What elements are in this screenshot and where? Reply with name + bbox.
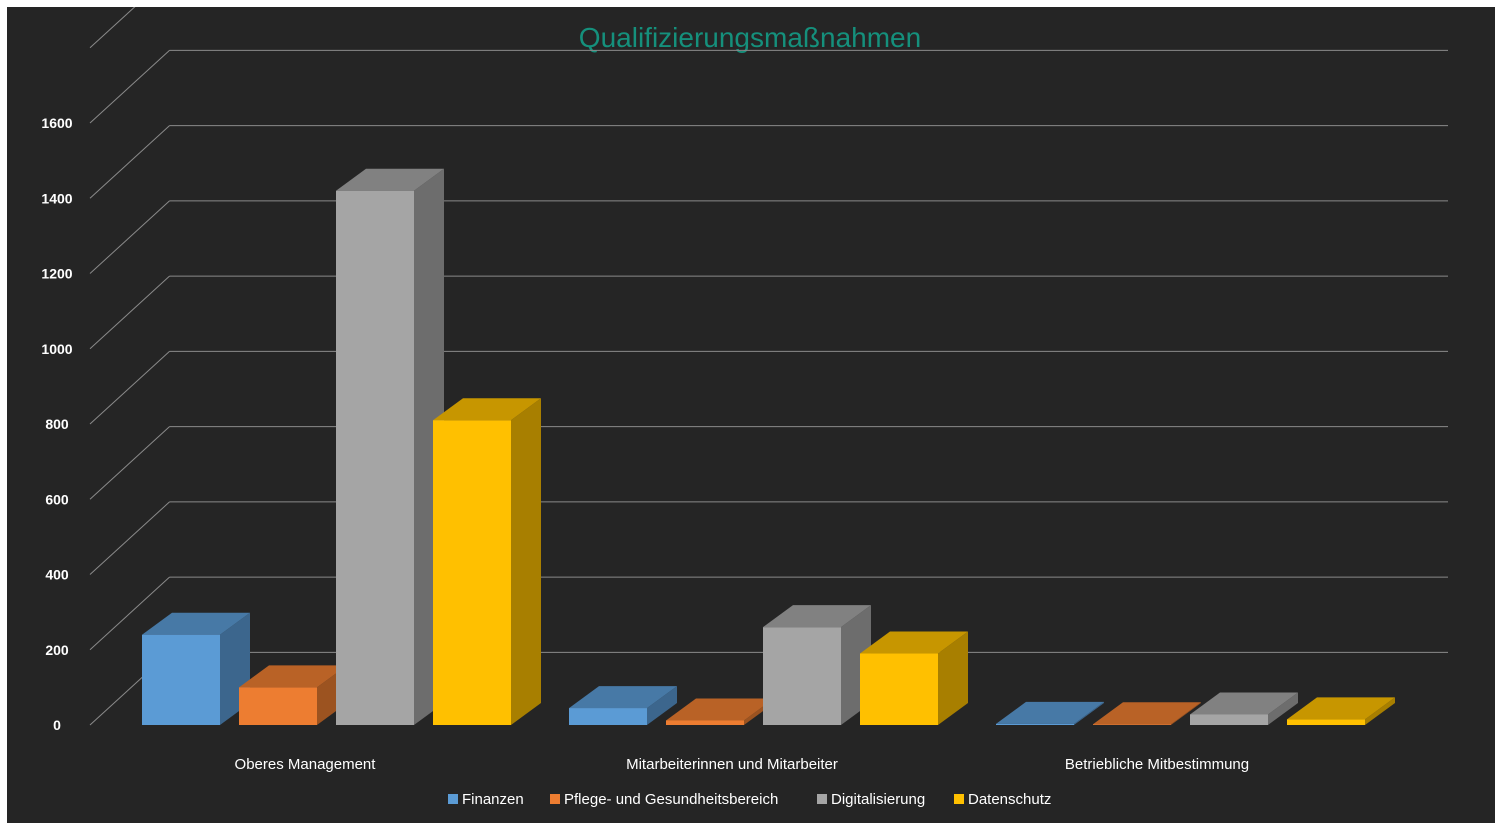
legend-label: Finanzen	[462, 791, 524, 808]
bar-front	[1190, 714, 1268, 725]
bar-oberes-management-0	[142, 612, 250, 725]
bar-top	[142, 612, 250, 635]
bar-front	[763, 627, 841, 725]
bar-mitarbeiterinnen-und-mitarbeiter-2	[763, 605, 871, 725]
y-tick-label: 1200	[41, 266, 72, 282]
y-axis-ticks: 0 200 400 600 800 1000 1200 1400 1600	[41, 115, 72, 733]
bar-oberes-management-3	[433, 398, 541, 725]
bar-top	[433, 398, 541, 421]
y-tick-label: 200	[45, 642, 69, 658]
bar-front	[569, 708, 647, 725]
bar-front	[1287, 719, 1365, 725]
bar-betriebliche-mitbestimmung-2	[1190, 692, 1298, 725]
bar-mitarbeiterinnen-und-mitarbeiter-3	[860, 631, 968, 725]
legend-item: Finanzen	[448, 791, 524, 808]
category-labels: Oberes Management Mitarbeiterinnen und Mi…	[235, 756, 1250, 773]
legend-label: Datenschutz	[968, 791, 1051, 808]
bar-top	[996, 701, 1104, 724]
bar-top	[1093, 702, 1201, 725]
bar-side	[647, 686, 677, 725]
bar-side	[1365, 697, 1395, 725]
bar-top	[860, 631, 968, 654]
bar-top	[1190, 692, 1298, 715]
gridline-depth	[89, 351, 170, 425]
gridline-depth	[89, 200, 170, 274]
gridline-depth	[89, 426, 170, 500]
bar-betriebliche-mitbestimmung-0	[996, 701, 1104, 725]
bar-side	[1171, 702, 1201, 725]
y-tick-label: 1400	[41, 190, 72, 206]
bar-top	[763, 605, 871, 628]
bar-front	[336, 190, 414, 726]
bars	[142, 168, 1395, 726]
legend-swatch	[954, 794, 964, 804]
bar-top	[336, 168, 444, 191]
bar-mitarbeiterinnen-und-mitarbeiter-0	[569, 686, 677, 725]
legend-label: Digitalisierung	[831, 791, 925, 808]
category-label: Oberes Management	[235, 756, 377, 773]
bar-front	[239, 687, 317, 725]
legend-item: Pflege- und Gesundheitsbereich	[550, 791, 778, 808]
bar-front	[142, 634, 220, 725]
category-label: Betriebliche Mitbestimmung	[1065, 756, 1249, 773]
bar-front	[860, 653, 938, 725]
legend-swatch	[817, 794, 827, 804]
bar-oberes-management-2	[336, 168, 444, 726]
bar-side	[1074, 701, 1104, 725]
gridline-depth	[89, 125, 170, 199]
y-tick-label: 800	[45, 416, 69, 432]
chart-area: Qualifizierungsmaßnahmen 0 200 400 600 800 10…	[7, 7, 1495, 823]
bar-top	[666, 698, 774, 721]
y-tick-label: 1000	[41, 341, 72, 357]
legend-item: Datenschutz	[954, 791, 1051, 808]
legend-label: Pflege- und Gesundheitsbereich	[564, 791, 778, 808]
gridline-depth	[89, 275, 170, 350]
legend: Finanzen Pflege- und Gesundheitsbereich Di…	[448, 791, 1051, 808]
gridline-depth	[89, 50, 170, 124]
legend-swatch	[448, 794, 458, 804]
y-tick-label: 600	[45, 491, 69, 507]
gridline-depth	[89, 576, 170, 651]
legend-item: Digitalisierung	[817, 791, 925, 808]
bar-side	[1268, 692, 1298, 725]
gridlines	[89, 7, 1448, 726]
bar-front	[1093, 724, 1171, 725]
y-tick-label: 1600	[41, 115, 72, 131]
bar-top	[239, 665, 347, 688]
bar-betriebliche-mitbestimmung-3	[1287, 697, 1395, 725]
bar-front	[433, 420, 511, 725]
y-tick-label: 0	[53, 717, 61, 733]
category-label: Mitarbeiterinnen und Mitarbeiter	[626, 756, 838, 773]
bar-mitarbeiterinnen-und-mitarbeiter-1	[666, 698, 774, 725]
gridline-depth	[89, 7, 136, 49]
bar-top	[1287, 697, 1395, 720]
chart-svg: Qualifizierungsmaßnahmen 0 200 400 600 800 10…	[41, 7, 1448, 808]
bar-front	[996, 723, 1074, 725]
bar-betriebliche-mitbestimmung-1	[1093, 702, 1201, 725]
gridline-depth	[89, 501, 170, 575]
bar-side	[511, 398, 541, 725]
bar-side	[938, 631, 968, 725]
bar-oberes-management-1	[239, 665, 347, 725]
bar-front	[666, 720, 744, 725]
bar-top	[569, 686, 677, 709]
y-tick-label: 400	[45, 567, 69, 583]
chart-title: Qualifizierungsmaßnahmen	[579, 22, 921, 53]
legend-swatch	[550, 794, 560, 804]
